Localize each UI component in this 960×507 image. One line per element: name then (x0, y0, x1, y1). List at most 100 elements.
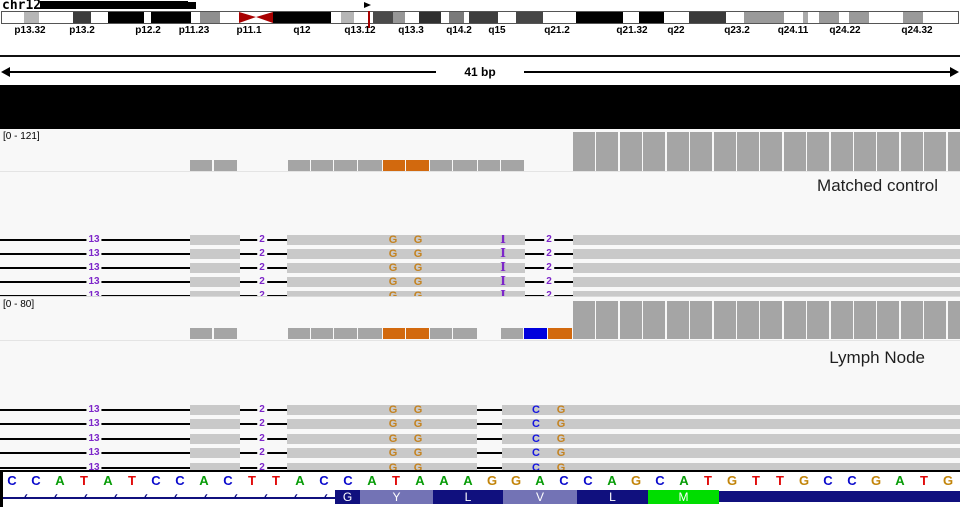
read-block (190, 434, 240, 444)
coverage-bar (877, 301, 899, 339)
masked-track[interactable] (0, 85, 960, 129)
coverage-bar (737, 132, 759, 171)
cytoband-label: q22 (667, 25, 685, 36)
amino-acid-box: V (503, 490, 577, 504)
mismatch-base: G (413, 276, 423, 288)
mismatch-base: G (388, 235, 398, 246)
mismatch-base: G (556, 405, 566, 416)
read-row[interactable]: 13 2 G G I 2 (0, 261, 960, 274)
coverage-bar (501, 328, 523, 339)
coverage-bar (831, 301, 853, 339)
coverage-bar (501, 160, 524, 171)
read-row[interactable]: 13 2 G G C G (0, 447, 960, 459)
read-row[interactable]: 13 2 G G C G (0, 418, 960, 430)
ideogram-bar[interactable] (1, 11, 959, 24)
cytoband (923, 12, 958, 23)
read-row[interactable]: 13 2 G G I 2 (0, 247, 960, 260)
read-block (190, 249, 240, 259)
read-block (287, 463, 477, 470)
mismatch-base: G (388, 462, 398, 470)
coverage-bar (620, 132, 642, 171)
cytoband (331, 12, 341, 23)
insertion-marker: I (500, 274, 506, 288)
track-panel-lymph-node[interactable]: [0 - 80] Lymph Node 13 2 G G C G 13 2 G G C G 13 2 G G C… (0, 296, 960, 470)
cytoband (498, 12, 516, 23)
cytoband-label: p11.23 (178, 25, 210, 36)
reference-base: G (486, 473, 498, 488)
read-block (190, 277, 240, 287)
cytoband (405, 12, 419, 23)
coverage-bar (714, 301, 736, 339)
read-row[interactable]: 13 2 G G I 2 (0, 274, 960, 288)
reference-base: T (248, 473, 256, 488)
insertion-marker: I (500, 235, 506, 246)
coverage-bar (453, 160, 477, 171)
read-row[interactable]: 13 2 G G C G (0, 462, 960, 470)
coverage-track-matched-control[interactable] (0, 131, 960, 171)
mismatch-base: C (532, 433, 540, 445)
reads-area-lymph-node[interactable]: 13 2 G G C G 13 2 G G C G 13 2 G G C G 13 2 G G C G 13 2 G G C G (0, 405, 960, 470)
reference-base: G (942, 473, 954, 488)
translation-track[interactable]: ‹ ‹ ‹ ‹ ‹ ‹ ‹ ‹ ‹ ‹ ‹ G Y L V L M (0, 488, 960, 506)
deletion-size-label: 2 (544, 290, 554, 296)
reference-base: C (343, 473, 353, 488)
cytoband-label: q21.2 (544, 25, 570, 36)
mismatch-base: G (388, 433, 398, 445)
deletion-size-label: 2 (544, 262, 554, 273)
reference-base: A (439, 473, 449, 488)
deletion-size-label: 2 (257, 235, 267, 245)
reference-base: C (847, 473, 857, 488)
reference-base: A (295, 473, 305, 488)
cytoband (441, 12, 449, 23)
read-row[interactable]: 13 2 G G C G (0, 405, 960, 416)
coverage-bar (358, 160, 382, 171)
deletion-size-label: 2 (257, 276, 267, 287)
reference-base: C (31, 473, 41, 488)
ideogram-region-marker (368, 11, 370, 28)
cytoband-label: q21.32 (616, 25, 648, 36)
reference-base: C (7, 473, 17, 488)
strand-arrow-icon: ‹ (324, 489, 328, 503)
coverage-bar (831, 132, 853, 171)
ruler[interactable]: 41 bp (0, 57, 960, 85)
cytoband (373, 12, 393, 23)
track-panel-matched-control[interactable]: [0 - 121] Matched control 13 2 G G I 2 13 2 G G I 2… (0, 129, 960, 296)
reference-base: A (535, 473, 545, 488)
coverage-bar (214, 328, 237, 339)
coverage-bar (807, 132, 829, 171)
reads-area-matched-control[interactable]: 13 2 G G I 2 13 2 G G I 2 13 2 G G I 2 13 2 G G I 2 13 2 G G I 2 (0, 235, 960, 296)
mismatch-base: G (556, 462, 566, 470)
ruler-line-left (4, 71, 436, 73)
coverage-range-label: [0 - 80] (3, 299, 35, 310)
cytoband (449, 12, 464, 23)
amino-acid-box: M (648, 490, 719, 504)
cytoband (726, 12, 744, 23)
cytoband (576, 12, 623, 23)
coverage-track-lymph-node[interactable] (0, 300, 960, 339)
read-row[interactable]: 13 2 G G I 2 (0, 235, 960, 246)
read-row[interactable]: 13 2 G G I 2 (0, 288, 960, 297)
read-row[interactable]: 13 2 G G C G (0, 433, 960, 445)
cytoband (903, 12, 923, 23)
reference-base: A (415, 473, 425, 488)
left-edge-bar (0, 471, 3, 507)
coverage-bar (924, 132, 946, 171)
strand-arrow-icon: ‹ (144, 489, 148, 503)
coverage-bar (478, 160, 500, 171)
cytoband (464, 12, 469, 23)
amino-acid-box: Y (360, 490, 433, 504)
reference-base: A (103, 473, 113, 488)
coverage-range-label: [0 - 121] (3, 131, 40, 142)
coverage-bar (406, 328, 429, 339)
cytoband (516, 12, 543, 23)
mismatch-base: G (388, 447, 398, 459)
cytoband (220, 12, 239, 23)
strand-arrow-icon: ‹ (114, 489, 118, 503)
strand-arrow-icon: ‹ (84, 489, 88, 503)
mismatch-base: G (413, 262, 423, 274)
reference-base: T (80, 473, 88, 488)
chromosome-label: chr12 (2, 0, 42, 13)
centromere-icon (239, 12, 256, 23)
insertion-marker: I (500, 288, 506, 297)
